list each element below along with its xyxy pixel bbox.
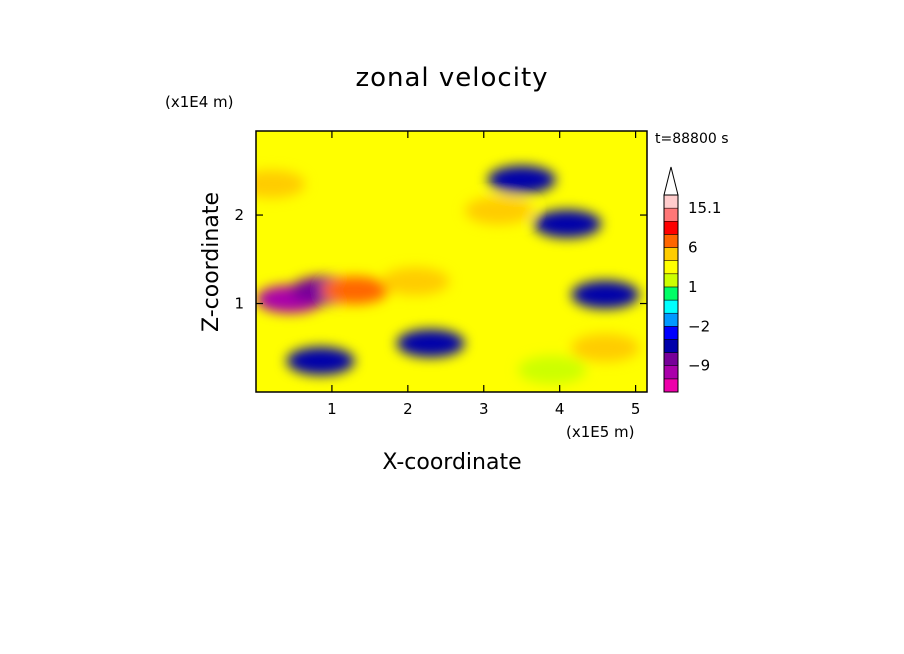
colorbar-segment [663, 352, 679, 366]
colorbar-tick-label: 6 [688, 239, 698, 257]
colorbar-segment [663, 260, 679, 275]
field-feature [381, 267, 450, 296]
time-label: t=88800 s [655, 131, 729, 147]
field-feature [464, 196, 533, 225]
x-tick-label: 3 [479, 400, 489, 418]
axes: 1 2 3 4 5 1 2 [234, 131, 647, 418]
colorbar-tick-label: 15.1 [688, 199, 721, 217]
field-feature [396, 329, 465, 358]
y-axis-label: Z-coordinate [199, 192, 224, 332]
colorbar: 15.1 6 1 −2 −9 [663, 166, 721, 393]
y-tick-label: 2 [234, 206, 244, 224]
field-feature [256, 170, 306, 199]
y-tick-label: 1 [234, 295, 244, 313]
y-unit-label: (x1E4 m) [165, 93, 234, 111]
field-feature [286, 347, 355, 376]
x-tick-label: 4 [555, 400, 565, 418]
colorbar-tick-label: −2 [688, 317, 710, 335]
colorbar-segment [663, 312, 679, 327]
colorbar-extend-arrow [663, 166, 679, 196]
field-feature [571, 280, 640, 309]
x-tick-label: 2 [403, 400, 413, 418]
field-feature [533, 209, 602, 238]
colorbar-segment [663, 247, 679, 261]
x-tick-label: 1 [327, 400, 337, 418]
field-feature [320, 276, 389, 305]
colorbar-segment [663, 221, 679, 235]
colorbar-segment [663, 365, 679, 380]
field-feature [571, 333, 640, 362]
contour-field [256, 165, 640, 384]
colorbar-segment [663, 286, 679, 301]
colorbar-segment [663, 378, 679, 393]
colorbar-segment [663, 326, 679, 340]
x-unit-label: (x1E5 m) [566, 423, 635, 441]
colorbar-segment [663, 299, 679, 314]
x-axis-label: X-coordinate [382, 450, 521, 475]
colorbar-segment [663, 194, 679, 209]
colorbar-tick-label: 1 [688, 278, 698, 296]
plot-frame [255, 130, 648, 393]
colorbar-segment [663, 273, 679, 288]
colorbar-segment [663, 339, 679, 353]
chart-title: zonal velocity [355, 63, 548, 93]
field-feature [487, 165, 556, 194]
plot-area [256, 131, 647, 392]
field-feature [518, 355, 587, 384]
colorbar-tick-label: −9 [688, 357, 710, 375]
contour-blobs [256, 165, 640, 384]
x-tick-label: 5 [631, 400, 641, 418]
colorbar-segment [663, 207, 679, 222]
colorbar-segment [663, 234, 679, 248]
